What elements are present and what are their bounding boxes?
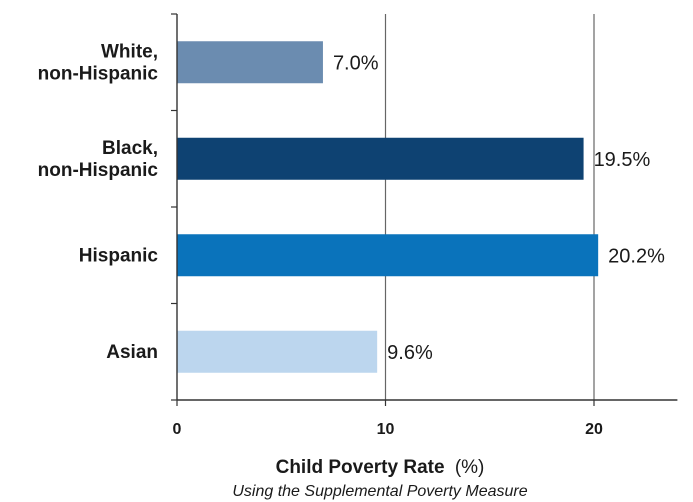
bar (177, 330, 378, 373)
x-ticks: 0 10 20 (173, 400, 603, 438)
bar (177, 41, 323, 84)
gridlines (384, 14, 595, 400)
x-tick-label: 20 (585, 421, 603, 438)
x-tick-label: 10 (377, 421, 395, 438)
value-label: 9.6% (387, 342, 433, 364)
x-axis-label-main: Child Poverty Rate (276, 457, 445, 478)
x-axis-label: Child Poverty Rate (%) (276, 457, 485, 478)
value-label: 20.2% (608, 245, 665, 267)
x-tick-label: 0 (173, 421, 182, 438)
category-label: non-Hispanic (38, 160, 159, 181)
bar (177, 137, 584, 180)
bar (177, 234, 599, 277)
value-label: 19.5% (594, 149, 651, 171)
chart-subtitle: Using the Supplemental Poverty Measure (232, 483, 527, 500)
category-label: Hispanic (79, 245, 159, 266)
category-label: non-Hispanic (38, 63, 159, 84)
x-axis-label-unit: (%) (455, 457, 485, 478)
category-label: Asian (106, 342, 158, 363)
category-label: White, (101, 41, 158, 62)
category-label: Black, (102, 138, 158, 159)
value-label: 7.0% (333, 52, 379, 74)
bars (177, 41, 599, 373)
value-labels: 7.0% 19.5% 20.2% 9.6% (333, 52, 665, 364)
category-labels: White,non-HispanicBlack,non-HispanicHisp… (38, 41, 159, 363)
